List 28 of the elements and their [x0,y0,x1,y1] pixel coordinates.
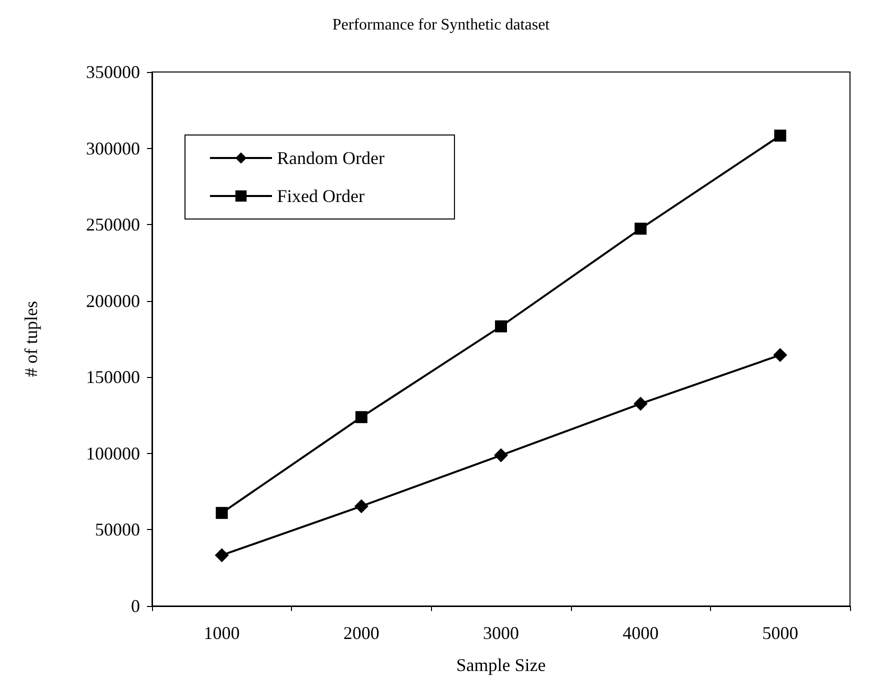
point [355,411,368,424]
chart-title: Performance for Synthetic dataset [332,16,550,34]
point [634,222,647,235]
y-tick-label: 0 [131,596,140,616]
x-tick-label: 2000 [343,623,380,643]
point [773,348,788,362]
y-tick-label: 50000 [95,520,140,540]
x-tick-label: 4000 [622,623,659,643]
point [216,506,228,519]
point [494,448,508,462]
legend-label: Random Order [277,148,384,168]
point [495,320,507,332]
point [354,499,368,514]
x-tick-label: 1000 [204,623,240,643]
y-tick-label: 350000 [86,62,140,82]
legend-label: Fixed Order [277,186,364,206]
point [214,548,229,562]
y-axis-title: # of tuples [21,301,41,377]
y-tick-label: 150000 [86,367,140,388]
y-tick-label: 250000 [86,214,140,235]
x-axis-title: Sample Size [456,655,546,675]
point [634,396,648,411]
y-tick-label: 100000 [86,443,140,464]
x-tick-label: 5000 [762,623,798,643]
y-tick-label: 200000 [86,290,140,311]
point [774,130,786,142]
y-tick-label: 300000 [86,138,140,158]
x-tick-label: 3000 [483,623,519,643]
